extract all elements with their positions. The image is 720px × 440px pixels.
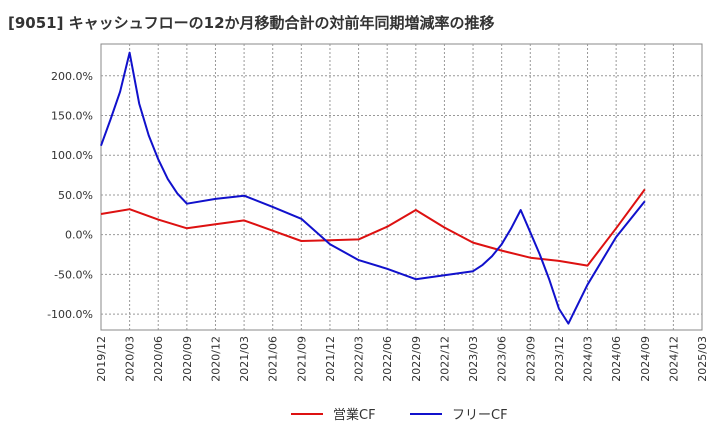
series-layer <box>100 51 646 325</box>
legend-label: フリーCF <box>452 408 508 423</box>
x-tick-label: 2019/12 <box>95 336 108 382</box>
y-axis-labels: 200.0% 150.0% 100.0% 50.0% 0.0% -50.0% -100.0% <box>47 70 93 321</box>
x-tick-label: 2020/09 <box>181 336 194 382</box>
y-tick-label: 50.0% <box>58 189 93 202</box>
series-line-1 <box>100 188 646 267</box>
horizontal-grid <box>101 75 702 315</box>
x-tick-label: 2020/03 <box>124 336 137 382</box>
x-tick-label: 2024/09 <box>639 336 652 382</box>
x-tick-label: 2020/12 <box>209 336 222 382</box>
x-tick-label: 2021/09 <box>295 336 308 382</box>
x-tick-label: 2025/03 <box>696 336 709 382</box>
x-tick-label: 2023/06 <box>496 336 509 382</box>
y-tick-label: 100.0% <box>51 149 93 162</box>
legend-label: 営業CF <box>333 407 376 423</box>
x-tick-label: 2023/12 <box>553 336 566 382</box>
y-tick-label: -100.0% <box>47 308 93 321</box>
x-tick-label: 2022/09 <box>410 336 423 382</box>
x-tick-label: 2021/03 <box>238 336 251 382</box>
x-tick-label: 2020/06 <box>152 336 165 382</box>
x-tick-label: 2023/03 <box>467 336 480 382</box>
legend: 営業CF フリーCF <box>291 407 508 423</box>
x-tick-label: 2023/09 <box>524 336 537 382</box>
x-tick-label: 2021/06 <box>267 336 280 382</box>
x-tick-label: 2024/06 <box>610 336 623 382</box>
x-tick-label: 2022/03 <box>353 336 366 382</box>
y-tick-label: 200.0% <box>51 70 93 83</box>
y-tick-label: -50.0% <box>54 268 93 281</box>
series-line-2 <box>100 51 646 325</box>
x-tick-label: 2022/06 <box>381 336 394 382</box>
x-tick-label: 2022/12 <box>438 336 451 382</box>
x-tick-label: 2021/12 <box>324 336 337 382</box>
y-tick-label: 150.0% <box>51 110 93 123</box>
plot-frame <box>100 43 703 331</box>
chart-title: [9051] キャッシュフローの12か月移動合計の対前年同期増減率の推移 <box>8 14 495 32</box>
y-tick-label: 0.0% <box>65 229 93 242</box>
x-tick-label: 2024/03 <box>582 336 595 382</box>
x-axis-labels: 2019/12 2020/03 2020/06 2020/09 2020/12 2021/… <box>95 336 709 382</box>
x-tick-label: 2024/12 <box>667 336 680 382</box>
